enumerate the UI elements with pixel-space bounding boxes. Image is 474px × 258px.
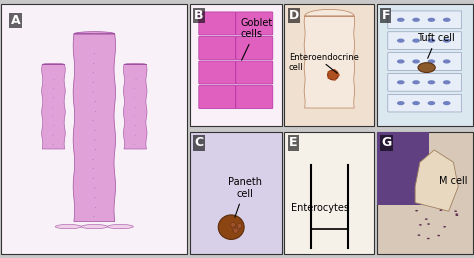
Ellipse shape bbox=[107, 224, 133, 229]
Circle shape bbox=[418, 234, 420, 236]
Polygon shape bbox=[123, 63, 147, 149]
Circle shape bbox=[412, 59, 420, 63]
Circle shape bbox=[419, 224, 422, 226]
FancyBboxPatch shape bbox=[199, 61, 236, 84]
FancyBboxPatch shape bbox=[236, 36, 273, 60]
Text: G: G bbox=[382, 136, 392, 149]
Ellipse shape bbox=[334, 78, 336, 81]
Circle shape bbox=[439, 209, 442, 211]
Text: Paneth
cell: Paneth cell bbox=[228, 177, 262, 217]
FancyBboxPatch shape bbox=[388, 74, 462, 91]
Circle shape bbox=[425, 218, 428, 220]
FancyBboxPatch shape bbox=[377, 132, 473, 254]
FancyBboxPatch shape bbox=[388, 32, 462, 50]
Ellipse shape bbox=[134, 88, 135, 89]
Circle shape bbox=[427, 223, 430, 225]
Circle shape bbox=[397, 59, 405, 63]
Ellipse shape bbox=[52, 116, 53, 117]
FancyBboxPatch shape bbox=[190, 4, 282, 126]
Circle shape bbox=[443, 101, 451, 105]
Ellipse shape bbox=[337, 74, 339, 76]
Circle shape bbox=[437, 235, 440, 236]
Ellipse shape bbox=[94, 53, 95, 54]
Text: A: A bbox=[11, 14, 20, 27]
Ellipse shape bbox=[334, 69, 336, 71]
Ellipse shape bbox=[328, 77, 330, 79]
Ellipse shape bbox=[233, 227, 237, 232]
Text: M cell: M cell bbox=[439, 176, 467, 186]
FancyBboxPatch shape bbox=[388, 94, 462, 112]
Ellipse shape bbox=[134, 116, 135, 117]
Ellipse shape bbox=[418, 63, 435, 72]
FancyBboxPatch shape bbox=[284, 132, 374, 254]
FancyBboxPatch shape bbox=[284, 4, 374, 126]
FancyBboxPatch shape bbox=[236, 85, 273, 109]
Ellipse shape bbox=[337, 74, 339, 76]
Circle shape bbox=[412, 80, 420, 84]
Ellipse shape bbox=[95, 101, 96, 102]
Ellipse shape bbox=[237, 223, 242, 228]
Text: B: B bbox=[194, 9, 204, 22]
Circle shape bbox=[412, 18, 420, 22]
Circle shape bbox=[443, 226, 446, 228]
FancyBboxPatch shape bbox=[199, 85, 236, 109]
Circle shape bbox=[443, 80, 451, 84]
Polygon shape bbox=[42, 63, 65, 149]
Ellipse shape bbox=[231, 222, 236, 227]
Circle shape bbox=[443, 59, 451, 63]
Circle shape bbox=[428, 38, 435, 43]
Text: Goblet
cells: Goblet cells bbox=[240, 18, 273, 60]
Text: Tuft cell: Tuft cell bbox=[417, 33, 455, 58]
Ellipse shape bbox=[328, 71, 330, 73]
FancyBboxPatch shape bbox=[377, 4, 473, 126]
Ellipse shape bbox=[95, 149, 96, 150]
Circle shape bbox=[427, 238, 430, 239]
Polygon shape bbox=[304, 9, 355, 108]
Circle shape bbox=[415, 210, 418, 212]
Ellipse shape bbox=[236, 226, 240, 231]
Ellipse shape bbox=[55, 224, 82, 229]
Ellipse shape bbox=[234, 228, 238, 233]
Circle shape bbox=[412, 101, 420, 105]
Circle shape bbox=[456, 214, 458, 216]
Circle shape bbox=[397, 101, 405, 105]
Circle shape bbox=[428, 18, 435, 22]
Ellipse shape bbox=[218, 215, 244, 239]
Circle shape bbox=[397, 80, 405, 84]
Circle shape bbox=[397, 38, 405, 43]
FancyBboxPatch shape bbox=[199, 12, 236, 35]
Circle shape bbox=[397, 18, 405, 22]
FancyBboxPatch shape bbox=[388, 53, 462, 70]
Text: E: E bbox=[289, 136, 297, 149]
Text: F: F bbox=[382, 9, 390, 22]
Circle shape bbox=[454, 210, 457, 212]
Text: Enteroendocrine
cell: Enteroendocrine cell bbox=[289, 53, 359, 73]
Circle shape bbox=[443, 38, 451, 43]
Polygon shape bbox=[415, 150, 458, 211]
FancyBboxPatch shape bbox=[190, 132, 282, 254]
FancyBboxPatch shape bbox=[199, 36, 236, 60]
FancyBboxPatch shape bbox=[1, 4, 187, 254]
Ellipse shape bbox=[328, 70, 338, 80]
FancyBboxPatch shape bbox=[377, 132, 429, 205]
Circle shape bbox=[456, 213, 458, 215]
Circle shape bbox=[412, 38, 420, 43]
FancyBboxPatch shape bbox=[388, 11, 462, 29]
Text: D: D bbox=[289, 9, 299, 22]
Ellipse shape bbox=[94, 130, 95, 131]
Ellipse shape bbox=[53, 88, 54, 89]
FancyBboxPatch shape bbox=[236, 61, 273, 84]
Ellipse shape bbox=[82, 224, 107, 229]
Circle shape bbox=[428, 80, 435, 84]
Text: C: C bbox=[194, 136, 203, 149]
Ellipse shape bbox=[93, 178, 94, 179]
Circle shape bbox=[428, 59, 435, 63]
Circle shape bbox=[428, 101, 435, 105]
Polygon shape bbox=[73, 32, 116, 222]
Ellipse shape bbox=[93, 82, 94, 83]
FancyBboxPatch shape bbox=[236, 12, 273, 35]
Circle shape bbox=[443, 18, 451, 22]
Text: Enterocytes: Enterocytes bbox=[292, 203, 349, 213]
Ellipse shape bbox=[94, 197, 96, 198]
